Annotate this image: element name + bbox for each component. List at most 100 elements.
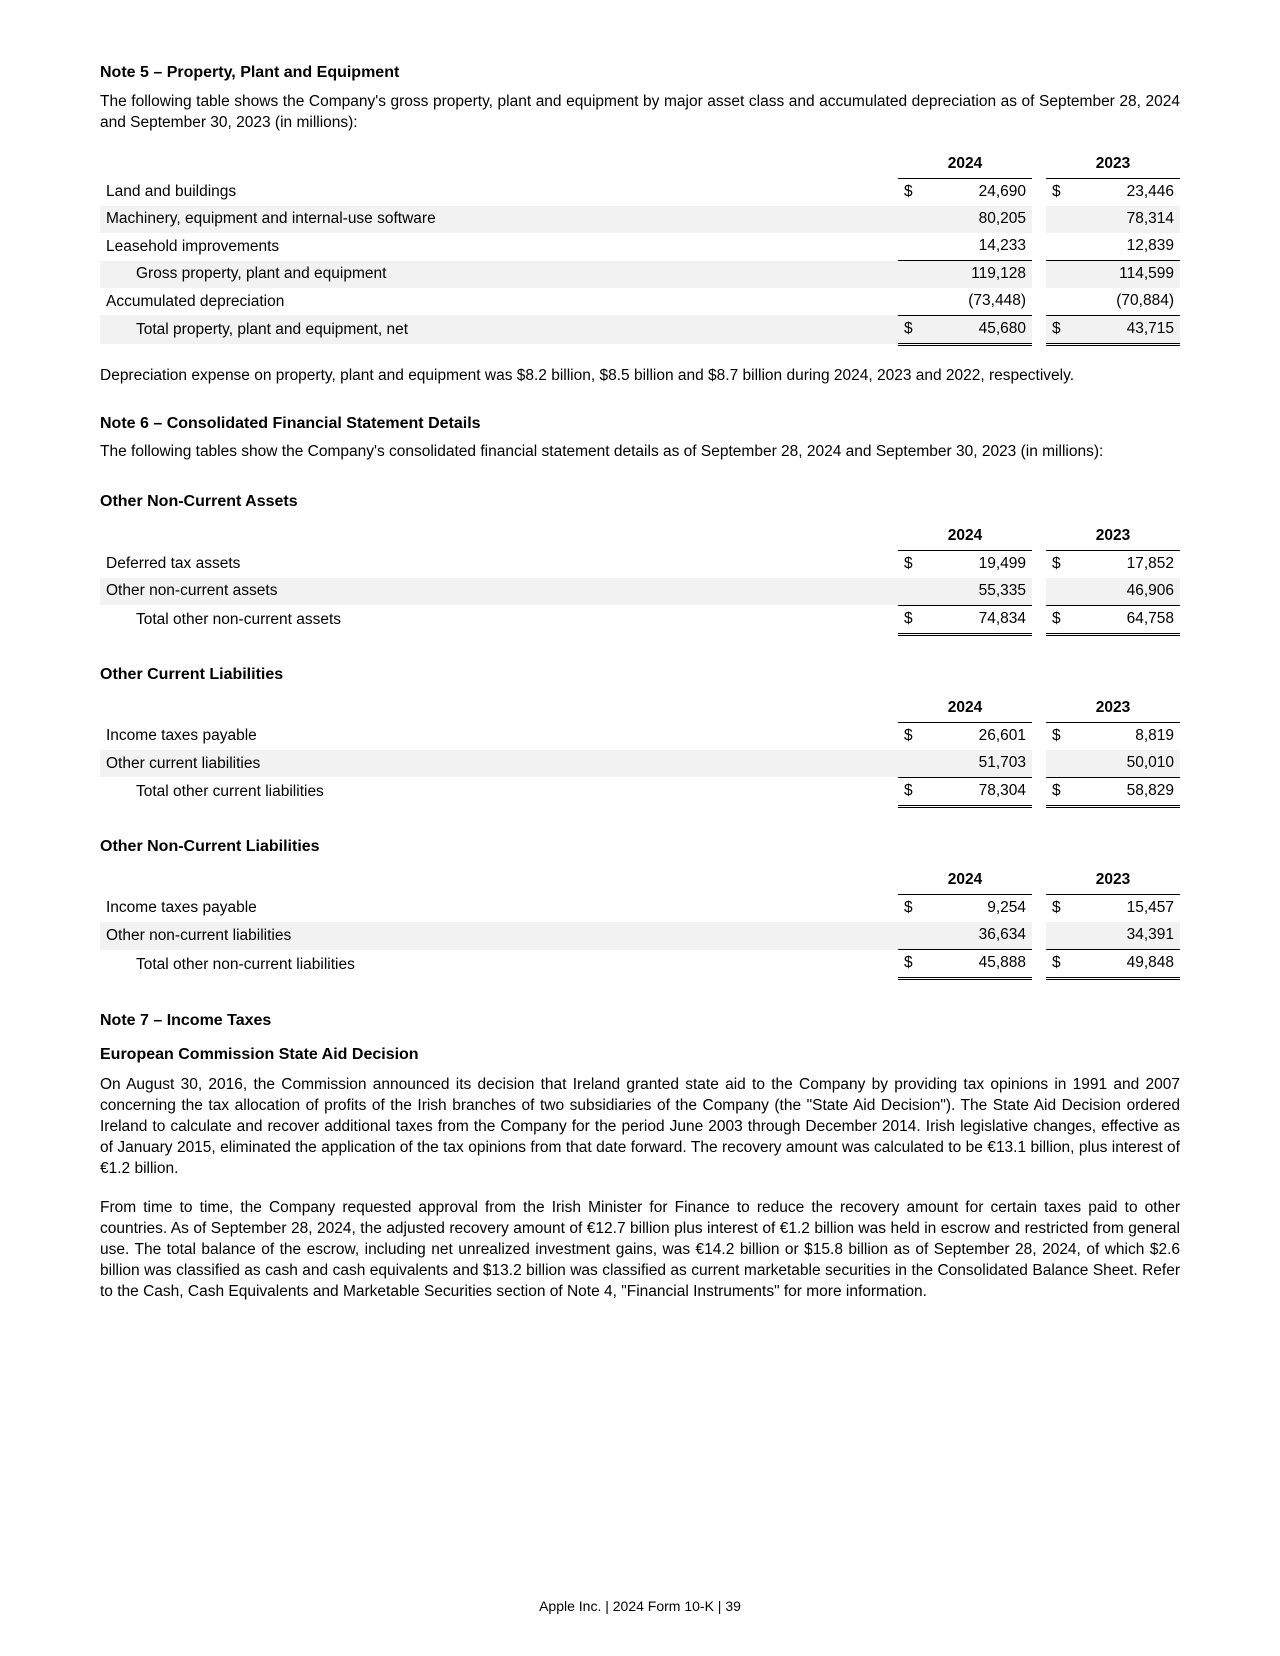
table-row: Machinery, equipment and internal-use so… [100,206,1180,233]
note7-p1: On August 30, 2016, the Commission annou… [100,1075,1180,1180]
cell-value: 43,715 [1068,315,1180,344]
currency-symbol: $ [1046,550,1068,577]
row-label: Income taxes payable [100,895,898,922]
currency-symbol: $ [1046,723,1068,750]
cell-value: 78,304 [920,777,1032,806]
year-header: 2024 [898,867,1032,894]
cell-value: 46,906 [1068,578,1180,605]
currency-symbol [898,206,920,233]
currency-symbol: $ [898,777,920,806]
row-label: Gross property, plant and equipment [100,261,898,288]
note6-intro: The following tables show the Company's … [100,442,1180,463]
financial-table: 20242023Deferred tax assets$19,499$17,85… [100,523,1180,636]
cell-value: 55,335 [920,578,1032,605]
currency-symbol [1046,578,1068,605]
currency-symbol: $ [1046,605,1068,634]
table-row: Other non-current liabilities 36,634 34,39… [100,922,1180,949]
row-label: Other current liabilities [100,750,898,777]
currency-symbol [1046,233,1068,260]
table-row: Land and buildings$24,690$23,446 [100,179,1180,206]
cell-value: 19,499 [920,550,1032,577]
currency-symbol: $ [1046,777,1068,806]
cell-value: 23,446 [1068,179,1180,206]
table-row: Income taxes payable$26,601$8,819 [100,723,1180,750]
row-label: Total property, plant and equipment, net [100,315,898,344]
page-footer: Apple Inc. | 2024 Form 10-K | 39 [0,1597,1280,1616]
cell-value: (73,448) [920,288,1032,315]
cell-value: 78,314 [1068,206,1180,233]
note7-p2: From time to time, the Company requested… [100,1198,1180,1303]
currency-symbol: $ [898,605,920,634]
currency-symbol: $ [898,179,920,206]
cell-value: 119,128 [920,261,1032,288]
table-row: Total other non-current liabilities$45,8… [100,950,1180,979]
year-header: 2023 [1046,867,1180,894]
currency-symbol [1046,261,1068,288]
currency-symbol: $ [898,315,920,344]
cell-value: 9,254 [920,895,1032,922]
currency-symbol [898,750,920,777]
table-row: Gross property, plant and equipment 119,1… [100,261,1180,288]
table-row: Other current liabilities 51,703 50,010 [100,750,1180,777]
year-header: 2023 [1046,523,1180,550]
cell-value: 36,634 [920,922,1032,949]
note7-subtitle: European Commission State Aid Decision [100,1044,1180,1066]
currency-symbol: $ [1046,315,1068,344]
cell-value: 50,010 [1068,750,1180,777]
currency-symbol: $ [898,895,920,922]
currency-symbol [898,261,920,288]
cell-value: 74,834 [920,605,1032,634]
cell-value: 45,888 [920,950,1032,979]
cell-value: 26,601 [920,723,1032,750]
row-label: Deferred tax assets [100,550,898,577]
cell-value: 8,819 [1068,723,1180,750]
note5-table: 2024 2023Land and buildings$24,690$23,446… [100,151,1180,345]
table-row: Total other current liabilities$78,304$5… [100,777,1180,806]
cell-value: 17,852 [1068,550,1180,577]
currency-symbol: $ [1046,950,1068,979]
currency-symbol: $ [898,723,920,750]
subsection-title: Other Current Liabilities [100,664,1180,686]
cell-value: 14,233 [920,233,1032,260]
cell-value: 51,703 [920,750,1032,777]
row-label: Accumulated depreciation [100,288,898,315]
cell-value: 49,848 [1068,950,1180,979]
note7-title: Note 7 – Income Taxes [100,1010,1180,1032]
subsection-title: Other Non-Current Assets [100,491,1180,513]
cell-value: (70,884) [1068,288,1180,315]
cell-value: 34,391 [1068,922,1180,949]
cell-value: 15,457 [1068,895,1180,922]
cell-value: 64,758 [1068,605,1180,634]
note5-intro: The following table shows the Company's … [100,92,1180,134]
cell-value: 80,205 [920,206,1032,233]
cell-value: 12,839 [1068,233,1180,260]
currency-symbol: $ [1046,895,1068,922]
currency-symbol: $ [898,550,920,577]
cell-value: 24,690 [920,179,1032,206]
currency-symbol [898,288,920,315]
row-label: Other non-current liabilities [100,922,898,949]
currency-symbol [1046,750,1068,777]
year-header: 2023 [1046,151,1180,178]
table-row: Other non-current assets55,33546,906 [100,578,1180,605]
row-label: Total other non-current liabilities [100,950,898,979]
currency-symbol: $ [1046,179,1068,206]
table-row: Leasehold improvements 14,233 12,839 [100,233,1180,260]
cell-value: 58,829 [1068,777,1180,806]
cell-value: 45,680 [920,315,1032,344]
currency-symbol [898,578,920,605]
year-header: 2024 [898,151,1032,178]
currency-symbol [1046,922,1068,949]
currency-symbol [898,922,920,949]
year-header: 2024 [898,695,1032,722]
subsection-title: Other Non-Current Liabilities [100,836,1180,858]
row-label: Machinery, equipment and internal-use so… [100,206,898,233]
currency-symbol: $ [898,950,920,979]
row-label: Total other current liabilities [100,777,898,806]
year-header: 2024 [898,523,1032,550]
cell-value: 114,599 [1068,261,1180,288]
row-label: Leasehold improvements [100,233,898,260]
note5-title: Note 5 – Property, Plant and Equipment [100,62,1180,84]
table-row: Income taxes payable$9,254$15,457 [100,895,1180,922]
table-row: Deferred tax assets$19,499$17,852 [100,550,1180,577]
